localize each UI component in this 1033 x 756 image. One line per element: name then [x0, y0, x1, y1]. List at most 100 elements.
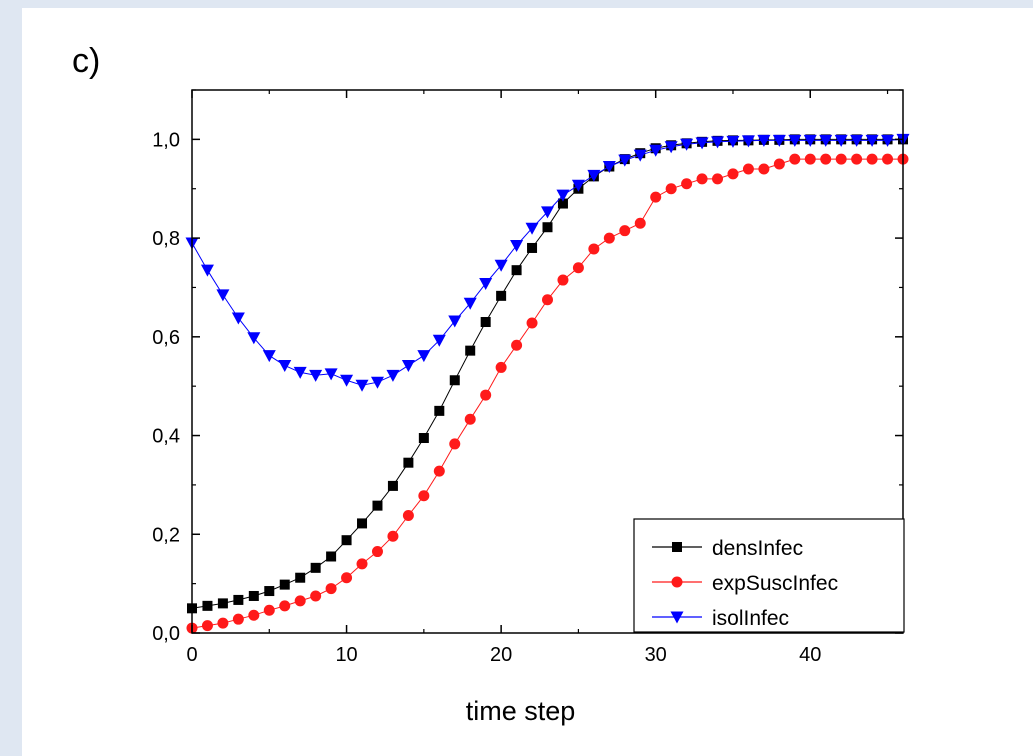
data-point-densInfec — [511, 265, 522, 276]
data-point-densInfec — [542, 222, 553, 233]
data-point-isolInfec — [819, 134, 833, 147]
data-point-expSuscInfec — [449, 438, 461, 450]
data-point-densInfec — [326, 551, 337, 562]
data-point-densInfec — [403, 457, 414, 468]
data-point-densInfec — [357, 518, 368, 529]
data-point-isolInfec — [695, 137, 709, 150]
data-point-isolInfec — [556, 189, 570, 202]
data-point-isolInfec — [757, 134, 771, 147]
data-point-expSuscInfec — [356, 558, 368, 570]
y-tick-label: 0,2 — [152, 524, 180, 546]
data-point-isolInfec — [726, 135, 740, 148]
data-point-expSuscInfec — [279, 600, 291, 612]
data-point-expSuscInfec — [201, 620, 213, 632]
data-point-expSuscInfec — [851, 153, 863, 165]
data-point-expSuscInfec — [789, 153, 801, 165]
y-tick-label: 1,0 — [152, 129, 180, 151]
data-point-isolInfec — [618, 154, 632, 167]
data-point-expSuscInfec — [341, 572, 353, 584]
data-point-isolInfec — [741, 135, 755, 148]
data-point-expSuscInfec — [665, 183, 677, 195]
data-point-densInfec — [295, 572, 306, 583]
data-point-isolInfec — [309, 369, 323, 382]
data-point-densInfec — [480, 317, 491, 328]
data-point-expSuscInfec — [217, 617, 229, 629]
data-point-isolInfec — [463, 297, 477, 310]
x-tick-label: 30 — [645, 644, 667, 666]
data-point-isolInfec — [664, 141, 678, 154]
data-point-isolInfec — [649, 144, 663, 157]
data-point-densInfec — [372, 500, 383, 511]
data-point-isolInfec — [881, 134, 895, 147]
data-point-isolInfec — [448, 315, 462, 328]
data-point-densInfec — [202, 600, 213, 611]
data-point-expSuscInfec — [603, 232, 615, 244]
data-point-expSuscInfec — [572, 262, 584, 274]
data-point-expSuscInfec — [371, 546, 383, 558]
data-point-densInfec — [341, 535, 352, 546]
data-point-densInfec — [233, 594, 244, 605]
y-tick-label: 0,8 — [152, 228, 180, 250]
legend-marker — [671, 576, 683, 588]
data-point-isolInfec — [772, 134, 786, 147]
data-point-isolInfec — [355, 379, 369, 392]
data-point-isolInfec — [788, 134, 802, 147]
data-point-isolInfec — [510, 239, 524, 252]
data-point-densInfec — [310, 562, 321, 573]
legend-label: isolInfec — [712, 607, 789, 630]
y-tick-label: 0,6 — [152, 327, 180, 349]
series-layer — [185, 133, 910, 634]
data-point-isolInfec — [633, 149, 647, 162]
data-point-expSuscInfec — [325, 583, 337, 595]
data-point-expSuscInfec — [742, 163, 754, 175]
data-point-isolInfec — [247, 332, 261, 345]
data-point-isolInfec — [680, 138, 694, 151]
x-tick-label: 0 — [186, 644, 197, 666]
data-point-densInfec — [387, 480, 398, 491]
series-line-isolInfec — [191, 138, 904, 386]
data-point-isolInfec — [494, 259, 508, 272]
data-point-expSuscInfec — [712, 173, 724, 185]
data-point-expSuscInfec — [882, 153, 894, 165]
data-point-densInfec — [434, 405, 445, 416]
axes-layer: 0 10 20 30 40 0,0 0,2 0,4 0,6 0,8 1,0 time step — [152, 89, 904, 726]
data-point-densInfec — [527, 242, 538, 253]
data-point-isolInfec — [216, 289, 230, 302]
data-point-densInfec — [557, 198, 568, 209]
data-point-isolInfec — [479, 278, 493, 291]
data-point-expSuscInfec — [402, 510, 414, 522]
data-point-isolInfec — [262, 350, 276, 363]
data-point-densInfec — [465, 345, 476, 356]
x-tick-label: 20 — [490, 644, 512, 666]
x-tick-label: 10 — [335, 644, 357, 666]
data-point-expSuscInfec — [835, 153, 847, 165]
data-point-isolInfec — [525, 222, 539, 235]
data-point-isolInfec — [370, 376, 384, 389]
y-tick-label: 0,0 — [152, 623, 180, 645]
legend: densInfec expSuscInfec isolInfec — [633, 518, 905, 633]
series-isolInfec — [185, 133, 910, 392]
y-tick-label: 0,4 — [152, 426, 180, 448]
data-point-densInfec — [449, 375, 460, 386]
data-point-isolInfec — [293, 366, 307, 379]
data-point-isolInfec — [324, 368, 338, 381]
data-point-densInfec — [217, 598, 228, 609]
data-point-expSuscInfec — [232, 613, 244, 625]
data-point-expSuscInfec — [820, 153, 832, 165]
data-point-expSuscInfec — [773, 158, 785, 170]
data-point-isolInfec — [340, 374, 354, 387]
legend-marker — [670, 611, 684, 624]
data-point-expSuscInfec — [727, 168, 739, 180]
figure-panel: c) 0 10 20 30 40 0,0 0,2 0,4 0,6 0,8 1,0 time step … — [22, 8, 1033, 756]
data-point-expSuscInfec — [495, 361, 507, 373]
data-point-expSuscInfec — [511, 339, 523, 351]
series-expSuscInfec — [186, 153, 909, 634]
legend-label: densInfec — [712, 537, 803, 560]
data-point-isolInfec — [587, 169, 601, 182]
data-point-expSuscInfec — [526, 317, 538, 329]
data-point-isolInfec — [865, 134, 879, 147]
data-point-expSuscInfec — [310, 590, 322, 602]
data-point-isolInfec — [278, 359, 292, 372]
x-tick-label: 40 — [799, 644, 821, 666]
data-point-expSuscInfec — [758, 163, 770, 175]
